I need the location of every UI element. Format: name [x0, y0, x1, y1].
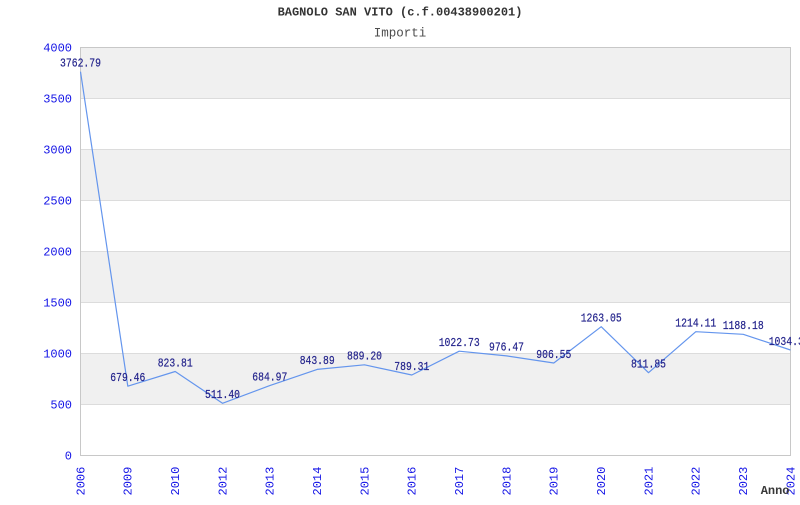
- svg-text:2013: 2013: [264, 467, 278, 496]
- svg-text:2012: 2012: [216, 467, 230, 496]
- svg-text:1263.05: 1263.05: [581, 312, 622, 326]
- svg-text:2006: 2006: [74, 467, 88, 496]
- svg-text:684.97: 684.97: [252, 370, 287, 384]
- svg-text:2010: 2010: [169, 467, 183, 496]
- svg-text:Anno: Anno: [761, 484, 790, 498]
- svg-text:811.85: 811.85: [631, 358, 666, 372]
- svg-text:1022.73: 1022.73: [439, 336, 480, 350]
- svg-text:679.46: 679.46: [110, 371, 145, 385]
- svg-text:3500: 3500: [43, 93, 72, 107]
- svg-text:4000: 4000: [43, 42, 72, 56]
- svg-text:843.89: 843.89: [300, 354, 335, 368]
- svg-text:976.47: 976.47: [489, 341, 524, 355]
- svg-text:500: 500: [50, 399, 72, 413]
- svg-text:1500: 1500: [43, 297, 72, 311]
- svg-text:0: 0: [65, 450, 72, 464]
- svg-text:2016: 2016: [406, 467, 420, 496]
- svg-text:789.31: 789.31: [394, 360, 429, 374]
- svg-text:2022: 2022: [690, 467, 704, 496]
- svg-text:3762.79: 3762.79: [60, 57, 101, 71]
- svg-text:2014: 2014: [311, 467, 325, 496]
- svg-text:Importi: Importi: [374, 26, 427, 40]
- svg-text:2024: 2024: [784, 467, 798, 496]
- svg-text:2020: 2020: [595, 467, 609, 496]
- svg-text:2009: 2009: [122, 467, 136, 496]
- svg-text:823.81: 823.81: [158, 356, 193, 370]
- svg-text:2021: 2021: [642, 467, 656, 496]
- svg-text:1214.11: 1214.11: [675, 317, 716, 331]
- svg-text:2000: 2000: [43, 246, 72, 260]
- svg-text:2500: 2500: [43, 195, 72, 209]
- svg-text:2018: 2018: [500, 467, 514, 496]
- svg-text:3000: 3000: [43, 144, 72, 158]
- svg-text:1188.18: 1188.18: [723, 319, 764, 333]
- svg-text:1034.37: 1034.37: [769, 335, 800, 349]
- svg-text:906.55: 906.55: [536, 348, 571, 362]
- svg-text:2023: 2023: [737, 467, 751, 496]
- svg-text:511.40: 511.40: [205, 388, 240, 402]
- svg-text:BAGNOLO SAN VITO (c.f.00438900: BAGNOLO SAN VITO (c.f.00438900201): [278, 6, 523, 20]
- svg-text:2019: 2019: [548, 467, 562, 496]
- svg-text:1000: 1000: [43, 348, 72, 362]
- svg-text:2017: 2017: [453, 467, 467, 496]
- svg-text:2015: 2015: [358, 467, 372, 496]
- svg-text:889.20: 889.20: [347, 350, 382, 364]
